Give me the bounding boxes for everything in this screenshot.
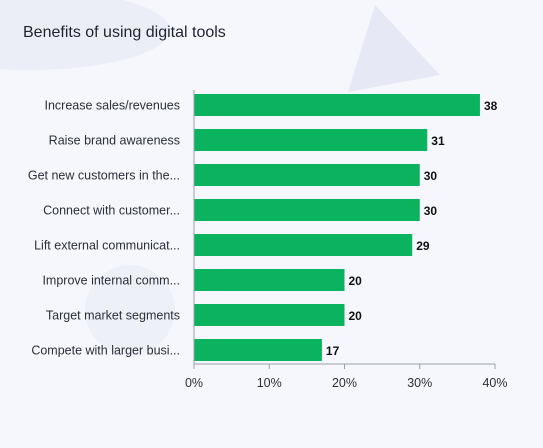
x-tick-label: 0% <box>185 376 203 390</box>
data-label: 31 <box>431 134 445 148</box>
bar <box>194 164 420 186</box>
chart-title: Benefits of using digital tools <box>23 24 226 41</box>
data-label: 30 <box>424 204 438 218</box>
category-label: Increase sales/revenues <box>45 99 181 113</box>
decorative-circle <box>85 265 175 355</box>
bar <box>194 269 345 291</box>
bar <box>194 234 413 256</box>
category-label: Lift external communicat... <box>34 239 180 253</box>
bar <box>194 129 428 151</box>
data-label: 20 <box>349 309 363 323</box>
decorative-blob <box>0 0 170 70</box>
data-label: 17 <box>326 344 340 358</box>
category-label: Target market segments <box>46 309 180 323</box>
bar <box>194 339 322 361</box>
category-label: Raise brand awareness <box>49 134 180 148</box>
data-label: 30 <box>424 169 438 183</box>
decorative-triangle <box>348 5 440 92</box>
category-label: Get new customers in the... <box>28 169 180 183</box>
data-label: 29 <box>416 239 430 253</box>
bar <box>194 94 480 116</box>
category-label: Connect with customer... <box>43 204 180 218</box>
category-label: Compete with larger busi... <box>31 344 180 358</box>
bar <box>194 304 345 326</box>
x-tick-label: 30% <box>407 376 432 390</box>
bar <box>194 199 420 221</box>
x-tick-label: 10% <box>257 376 282 390</box>
x-tick-label: 20% <box>332 376 357 390</box>
data-label: 20 <box>349 274 363 288</box>
data-label: 38 <box>484 99 498 113</box>
category-label: Improve internal comm... <box>42 274 180 288</box>
x-tick-label: 40% <box>482 376 507 390</box>
